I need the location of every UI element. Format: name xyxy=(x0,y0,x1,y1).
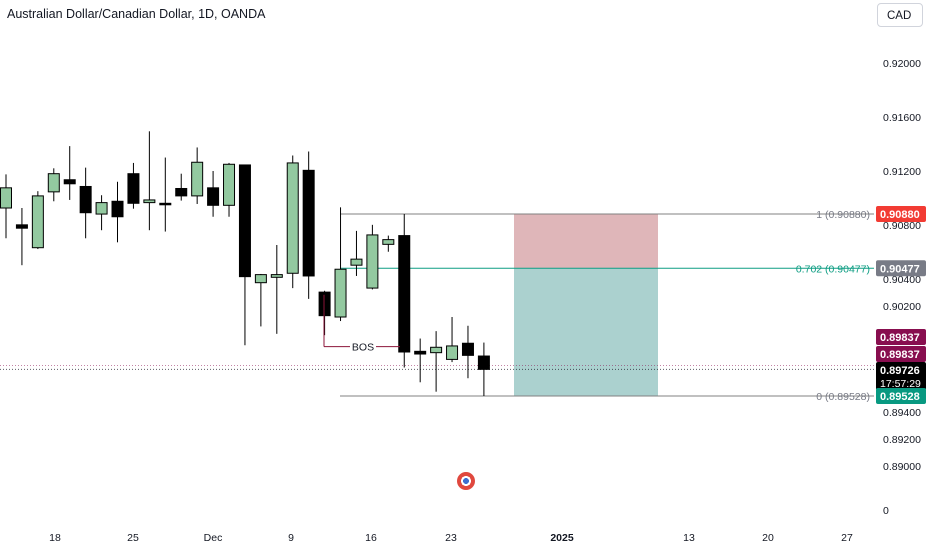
badge-entry: 0.90477 xyxy=(880,263,920,275)
bear-candle-body xyxy=(302,169,315,277)
price-tick-label: 0.90400 xyxy=(883,274,921,286)
position-zones xyxy=(514,214,658,396)
time-tick-label: 23 xyxy=(445,532,457,544)
time-tick-label: 13 xyxy=(683,532,695,544)
bull-candle-body xyxy=(0,187,12,209)
candlesticks xyxy=(0,131,490,396)
price-axis: 0.92000 0.91600 0.91200 0.90800 0.90400 0.902… xyxy=(883,58,921,517)
badge-stop-bg xyxy=(876,206,926,223)
time-tick-label: 27 xyxy=(841,532,853,544)
time-tick-label: 16 xyxy=(365,532,377,544)
badge-ask-bg xyxy=(876,329,926,345)
take-profit-zone xyxy=(514,268,658,396)
bull-candle-body xyxy=(446,345,459,360)
stop-loss-zone xyxy=(514,214,658,269)
reference-lines: 1 (0.90880) 0.702 (0.90477) 0 (0.89528) xyxy=(0,209,874,403)
bull-candle-body xyxy=(223,163,236,206)
time-tick-label: Dec xyxy=(204,532,223,544)
bear-candle-body xyxy=(318,291,331,317)
chart-title: Australian Dollar/Canadian Dollar, 1D, O… xyxy=(7,7,266,21)
bear-candle-body xyxy=(238,164,251,278)
badge-target: 0.89528 xyxy=(880,391,920,403)
bear-candle-body xyxy=(127,173,140,204)
price-tick-label: 0.91200 xyxy=(883,166,921,178)
bear-candle-body xyxy=(111,200,124,218)
price-tick-label: 0.89000 xyxy=(883,461,921,473)
bull-candle-body xyxy=(143,199,156,204)
bear-candle-body xyxy=(15,224,28,229)
price-badges: 0.90880 0.90477 0.89837 0.89837 0.8972617:57… xyxy=(876,206,926,404)
badge-bid-bg xyxy=(876,346,926,362)
bull-candle-body xyxy=(286,162,299,274)
time-tick-label: 25 xyxy=(127,532,139,544)
price-tick-label: 0.92000 xyxy=(883,58,921,70)
price-tick-label: 0.91600 xyxy=(883,112,921,124)
tradingview-logo-icon xyxy=(457,472,475,490)
badge-bid: 0.89837 xyxy=(880,349,920,361)
bull-candle-body xyxy=(47,173,60,193)
badge-ask: 0.89837 xyxy=(880,332,920,344)
bear-candle-body xyxy=(79,185,92,214)
currency-button[interactable]: CAD xyxy=(877,3,923,27)
bull-candle-body xyxy=(191,161,204,197)
price-tick-label: 0.90800 xyxy=(883,220,921,232)
fib-level-label: 0 (0.89528) xyxy=(816,391,870,403)
bear-candle-body xyxy=(414,350,427,355)
bull-candle-body xyxy=(430,346,443,354)
bull-candle-body xyxy=(95,202,108,215)
bear-candle-body xyxy=(207,187,220,206)
bear-candle-body xyxy=(63,179,76,185)
badge-stop: 0.90880 xyxy=(880,209,920,221)
badge-countdown: 17:57:29 xyxy=(880,378,921,390)
bear-candle-body xyxy=(477,355,490,370)
bos-label: BOS xyxy=(352,342,374,354)
bull-candle-body xyxy=(366,234,379,289)
bear-candle-body xyxy=(175,187,188,197)
price-tick-label: 0.89400 xyxy=(883,407,921,419)
badge-current-bg xyxy=(876,362,926,390)
bull-candle-body xyxy=(350,258,363,266)
bull-candle-body xyxy=(334,268,347,318)
price-tick-label: 0 xyxy=(883,505,889,517)
badge-entry-bg xyxy=(876,260,926,277)
fib-level-label: 1 (0.90880) xyxy=(816,209,870,221)
time-tick-label: 20 xyxy=(762,532,774,544)
time-axis: 18 25 Dec 9 16 23 2025 13 20 27 xyxy=(49,532,853,544)
bear-candle-body xyxy=(398,235,411,353)
fib-level-label: 0.702 (0.90477) xyxy=(796,263,870,275)
time-tick-label: 18 xyxy=(49,532,61,544)
annotations: BOS xyxy=(323,294,400,354)
badge-current: 0.89726 xyxy=(880,365,920,377)
bull-candle-body xyxy=(270,274,283,278)
bear-candle-body xyxy=(461,342,474,356)
price-tick-label: 0.89200 xyxy=(883,434,921,446)
bull-candle-body xyxy=(382,239,395,245)
bull-candle-body xyxy=(254,274,267,284)
bull-candle-body xyxy=(31,195,44,249)
badge-target-bg xyxy=(876,388,926,404)
time-tick-label: 9 xyxy=(288,532,294,544)
bear-candle-body xyxy=(159,202,172,206)
time-tick-label: 2025 xyxy=(550,532,574,544)
price-tick-label: 0.90200 xyxy=(883,301,921,313)
